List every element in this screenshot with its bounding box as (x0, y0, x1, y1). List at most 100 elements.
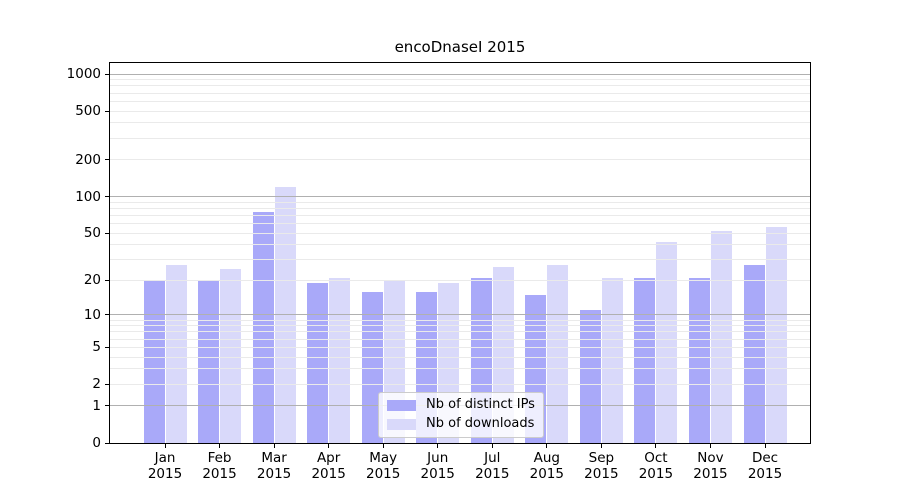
x-tick-mark-apr (328, 443, 330, 448)
x-tick-label-jan: Jan 2015 (135, 450, 195, 482)
bar-distinct-ips-mar (252, 212, 274, 443)
x-tick-mark-dec (764, 443, 766, 448)
bar-downloads-aug (547, 265, 569, 443)
month-label: Mar (261, 450, 287, 466)
y-tick-mark-200 (105, 159, 110, 161)
major-gridline-10 (110, 314, 810, 316)
x-tick-label-aug: Aug 2015 (517, 450, 577, 482)
bar-distinct-ips-jan (143, 280, 165, 443)
x-tick-mark-jan (164, 443, 166, 448)
year-label: 2015 (202, 466, 237, 482)
x-tick-mark-nov (709, 443, 711, 448)
minor-gridline-400 (110, 122, 810, 124)
bar-distinct-ips-sep (579, 310, 601, 443)
bar-distinct-ips-feb (198, 280, 220, 443)
month-label: Sep (588, 450, 615, 466)
x-tick-label-mar: Mar 2015 (244, 450, 304, 482)
y-tick-label-100: 100 (75, 188, 101, 205)
y-tick-label-1: 1 (92, 397, 101, 414)
y-tick-mark-500 (105, 110, 110, 112)
x-tick-label-jun: Jun 2015 (408, 450, 468, 482)
minor-gridline-800 (110, 85, 810, 87)
x-tick-mark-oct (655, 443, 657, 448)
legend-label-downloads: Nb of downloads (426, 416, 535, 431)
year-label: 2015 (475, 466, 510, 482)
x-tick-mark-aug (546, 443, 548, 448)
bar-downloads-nov (710, 230, 732, 443)
chart-title: encoDnaseI 2015 (394, 38, 526, 56)
x-tick-label-may: May 2015 (353, 450, 413, 482)
year-label: 2015 (529, 466, 564, 482)
x-tick-label-jul: Jul 2015 (462, 450, 522, 482)
minor-gridline-2 (110, 383, 810, 385)
x-tick-label-apr: Apr 2015 (299, 450, 359, 482)
legend-swatch-distinct-ips (387, 399, 416, 411)
legend: Nb of distinct IPs Nb of downloads (378, 392, 544, 438)
y-tick-label-1000: 1000 (66, 66, 101, 83)
bar-downloads-dec (765, 227, 787, 443)
month-label: Dec (751, 450, 779, 466)
month-label: Jun (427, 450, 449, 466)
year-label: 2015 (420, 466, 455, 482)
minor-gridline-900 (110, 79, 810, 81)
plot-gridlines (110, 63, 810, 443)
y-tick-label-10: 10 (83, 306, 101, 323)
minor-gridline-6 (110, 338, 810, 340)
minor-gridline-7 (110, 331, 810, 333)
minor-gridline-80 (110, 207, 810, 209)
year-label: 2015 (638, 466, 674, 482)
major-gridline-1000 (110, 73, 810, 75)
year-label: 2015 (693, 466, 728, 482)
month-label: Feb (207, 450, 232, 466)
year-label: 2015 (747, 466, 783, 482)
x-tick-label-feb: Feb 2015 (190, 450, 250, 482)
minor-gridline-300 (110, 137, 810, 139)
month-label: Aug (533, 450, 560, 466)
legend-entry-distinct-ips: Nb of distinct IPs (387, 398, 535, 412)
y-tick-label-5: 5 (92, 339, 101, 356)
y-tick-mark-1000 (105, 73, 110, 75)
bar-distinct-ips-oct (634, 277, 656, 443)
minor-gridline-200 (110, 159, 810, 161)
y-tick-label-2: 2 (92, 376, 101, 393)
month-label: Oct (644, 450, 668, 466)
y-tick-mark-1 (105, 405, 110, 407)
x-tick-label-sep: Sep 2015 (571, 450, 631, 482)
year-label: 2015 (147, 466, 183, 482)
bar-distinct-ips-apr (307, 283, 329, 443)
minor-gridline-700 (110, 92, 810, 94)
year-label: 2015 (311, 466, 346, 482)
year-label: 2015 (584, 466, 619, 482)
year-label: 2015 (256, 466, 292, 482)
y-tick-mark-50 (105, 232, 110, 234)
x-tick-mark-jul (491, 443, 493, 448)
month-label: May (369, 450, 398, 466)
legend-swatch-downloads (387, 418, 416, 430)
month-label: Apr (316, 450, 341, 466)
minor-gridline-20 (110, 279, 810, 281)
y-tick-mark-0 (105, 442, 110, 444)
y-tick-mark-10 (105, 314, 110, 316)
month-label: Nov (697, 450, 724, 466)
minor-gridline-500 (110, 110, 810, 112)
x-tick-label-nov: Nov 2015 (680, 450, 740, 482)
y-tick-label-50: 50 (83, 225, 101, 242)
minor-gridline-50 (110, 232, 810, 234)
y-tick-mark-100 (105, 196, 110, 198)
x-tick-label-oct: Oct 2015 (626, 450, 686, 482)
bar-downloads-apr (329, 277, 351, 443)
minor-gridline-9 (110, 319, 810, 321)
bar-downloads-feb (220, 269, 242, 443)
x-tick-mark-may (382, 443, 384, 448)
minor-gridline-30 (110, 259, 810, 261)
major-gridline-100 (110, 196, 810, 198)
minor-gridline-4 (110, 356, 810, 358)
bar-downloads-oct (656, 242, 678, 443)
x-tick-mark-mar (273, 443, 275, 448)
minor-gridline-8 (110, 325, 810, 327)
y-tick-mark-2 (105, 383, 110, 385)
bar-downloads-jan (165, 265, 187, 443)
month-label: Jan (154, 450, 176, 466)
minor-gridline-3 (110, 368, 810, 370)
minor-gridline-60 (110, 222, 810, 224)
